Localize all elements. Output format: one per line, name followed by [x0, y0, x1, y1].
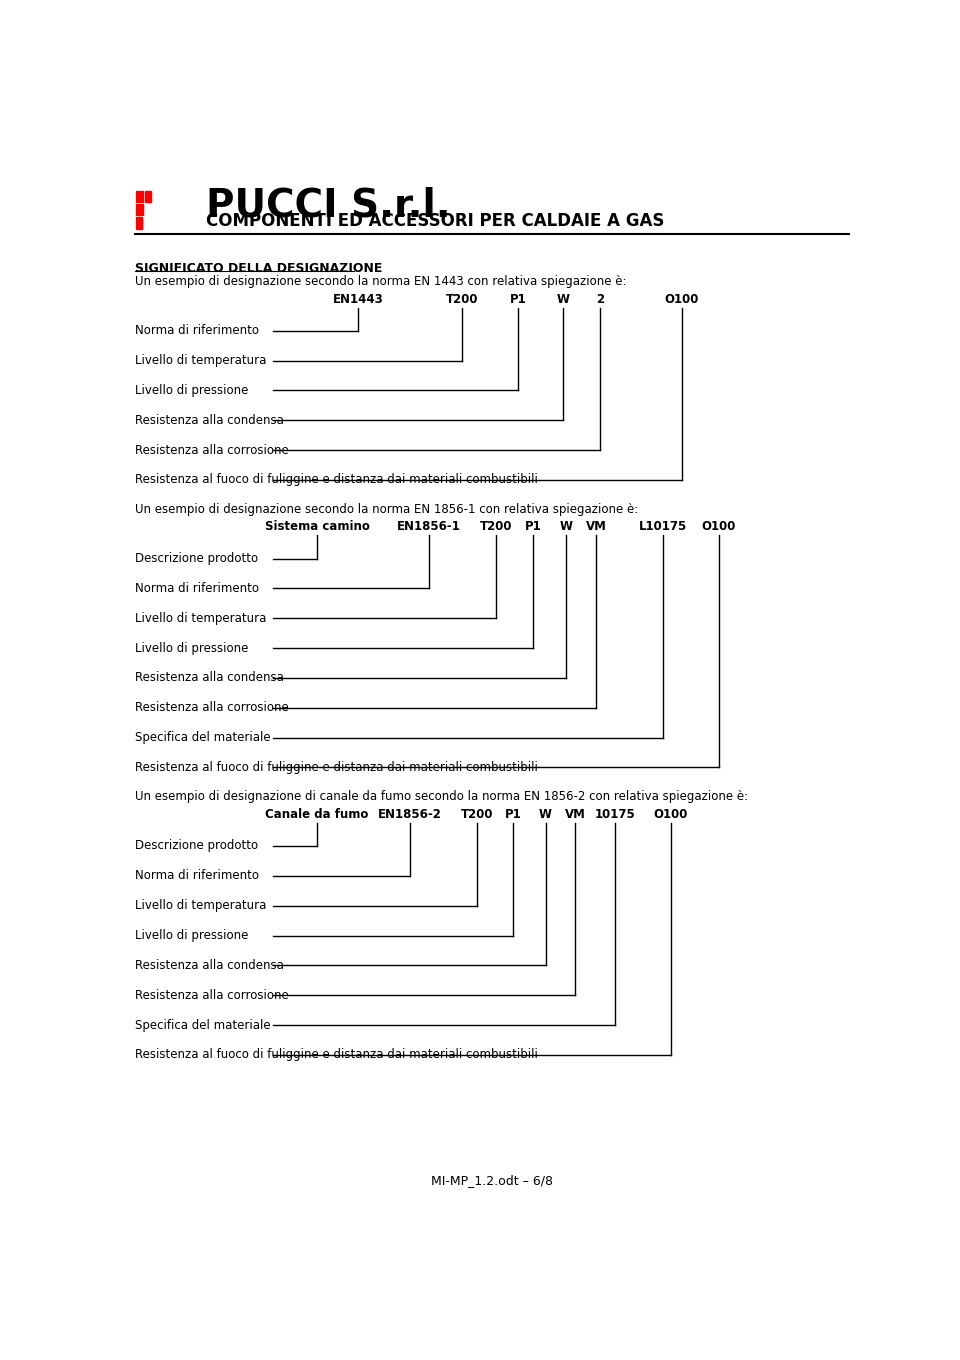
Text: Livello di pressione: Livello di pressione — [134, 642, 249, 654]
Text: L10175: L10175 — [639, 521, 687, 533]
Text: Specifica del materiale: Specifica del materiale — [134, 732, 271, 744]
Bar — [145, 192, 152, 201]
Text: W: W — [540, 808, 552, 821]
Text: VM: VM — [586, 521, 607, 533]
Text: P1: P1 — [504, 808, 521, 821]
Text: Un esempio di designazione secondo la norma EN 1443 con relativa spiegazione è:: Un esempio di designazione secondo la no… — [134, 275, 626, 288]
Text: Resistenza alla condensa: Resistenza alla condensa — [134, 413, 284, 427]
Text: Livello di pressione: Livello di pressione — [134, 929, 249, 942]
Text: Resistenza al fuoco di fuliggine e distanza dai materiali combustibili: Resistenza al fuoco di fuliggine e dista… — [134, 762, 538, 774]
Text: EN1856-2: EN1856-2 — [378, 808, 443, 821]
Text: VM: VM — [564, 808, 586, 821]
Text: Resistenza alla corrosione: Resistenza alla corrosione — [134, 702, 289, 714]
Text: PUCCI S.r.l.: PUCCI S.r.l. — [205, 186, 450, 224]
Text: Specifica del materiale: Specifica del materiale — [134, 1019, 271, 1031]
Text: Resistenza al fuoco di fuliggine e distanza dai materiali combustibili: Resistenza al fuoco di fuliggine e dista… — [134, 473, 538, 487]
Text: 10175: 10175 — [594, 808, 636, 821]
Text: 2: 2 — [596, 292, 604, 306]
Text: P1: P1 — [524, 521, 541, 533]
Text: Resistenza alla corrosione: Resistenza alla corrosione — [134, 443, 289, 457]
Text: W: W — [560, 521, 573, 533]
Text: EN1856-1: EN1856-1 — [396, 521, 461, 533]
Text: Norma di riferimento: Norma di riferimento — [134, 582, 259, 594]
Text: Norma di riferimento: Norma di riferimento — [134, 869, 259, 883]
Text: T200: T200 — [479, 521, 512, 533]
Text: T200: T200 — [446, 292, 478, 306]
Text: SIGNIFICATO DELLA DESIGNAZIONE: SIGNIFICATO DELLA DESIGNAZIONE — [134, 261, 382, 275]
Bar — [136, 216, 141, 230]
Bar — [136, 204, 143, 215]
Text: O100: O100 — [664, 292, 699, 306]
Text: Resistenza alla corrosione: Resistenza alla corrosione — [134, 989, 289, 1002]
Text: Resistenza alla condensa: Resistenza alla condensa — [134, 672, 284, 684]
Text: COMPONENTI ED ACCESSORI PER CALDAIE A GAS: COMPONENTI ED ACCESSORI PER CALDAIE A GA… — [205, 212, 664, 230]
Text: T200: T200 — [461, 808, 493, 821]
Text: W: W — [556, 292, 569, 306]
Text: EN1443: EN1443 — [333, 292, 383, 306]
Text: Descrizione prodotto: Descrizione prodotto — [134, 552, 258, 564]
Bar — [136, 192, 143, 201]
Text: Livello di temperatura: Livello di temperatura — [134, 354, 266, 367]
Text: Livello di pressione: Livello di pressione — [134, 384, 249, 397]
Text: Canale da fumo: Canale da fumo — [266, 808, 369, 821]
Text: Norma di riferimento: Norma di riferimento — [134, 324, 259, 337]
Text: Un esempio di designazione secondo la norma EN 1856-1 con relativa spiegazione è: Un esempio di designazione secondo la no… — [134, 503, 638, 515]
Text: P1: P1 — [510, 292, 526, 306]
Text: MI-MP_1.2.odt – 6/8: MI-MP_1.2.odt – 6/8 — [431, 1175, 553, 1187]
Text: O100: O100 — [702, 521, 736, 533]
Text: Resistenza alla condensa: Resistenza alla condensa — [134, 959, 284, 972]
Text: Un esempio di designazione di canale da fumo secondo la norma EN 1856-2 con rela: Un esempio di designazione di canale da … — [134, 790, 748, 804]
Text: Livello di temperatura: Livello di temperatura — [134, 899, 266, 913]
Text: O100: O100 — [654, 808, 687, 821]
Text: Descrizione prodotto: Descrizione prodotto — [134, 839, 258, 853]
Text: Sistema camino: Sistema camino — [265, 521, 370, 533]
Text: Livello di temperatura: Livello di temperatura — [134, 612, 266, 624]
Text: Resistenza al fuoco di fuliggine e distanza dai materiali combustibili: Resistenza al fuoco di fuliggine e dista… — [134, 1049, 538, 1061]
